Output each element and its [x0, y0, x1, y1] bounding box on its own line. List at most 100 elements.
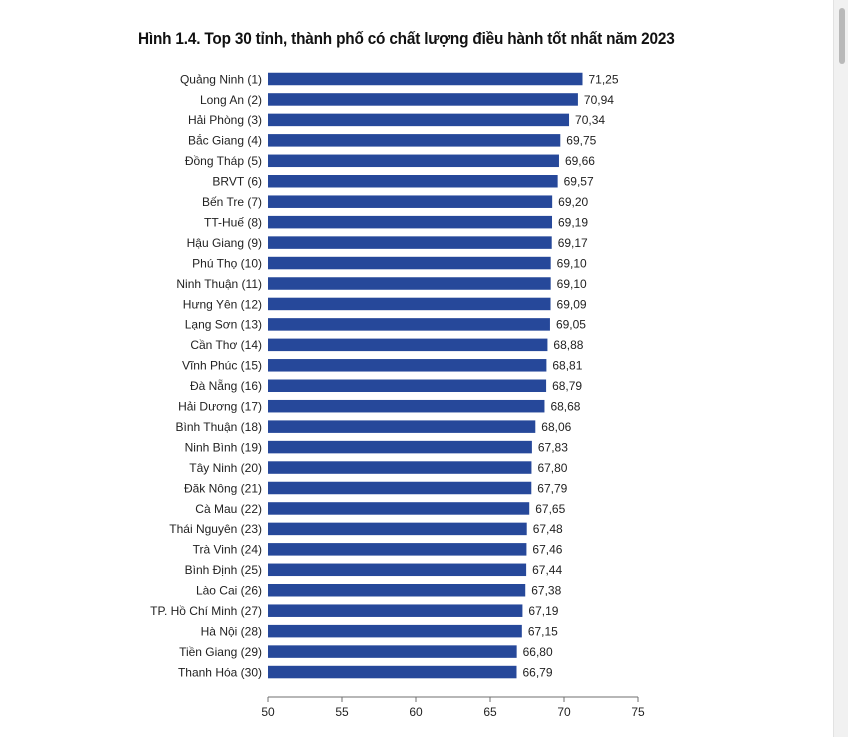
value-label: 70,34 [575, 113, 605, 127]
bar [268, 338, 548, 352]
category-label: Hải Phòng (3) [188, 113, 262, 127]
bar [268, 236, 552, 249]
category-label: Cần Thơ (14) [190, 338, 262, 352]
value-label: 67,79 [537, 481, 567, 495]
x-tick-label: 70 [557, 705, 571, 719]
category-label: Bắc Giang (4) [188, 133, 262, 148]
x-tick-label: 75 [631, 705, 645, 719]
value-label: 66,79 [522, 665, 552, 679]
category-label: Hà Nội (28) [201, 624, 262, 638]
category-label: Hưng Yên (12) [183, 297, 262, 311]
bar [268, 440, 532, 454]
bar [268, 481, 532, 495]
bar [268, 420, 536, 433]
category-label: Cà Mau (22) [195, 502, 262, 516]
category-label: TT-Huế (8) [204, 215, 262, 229]
bar [268, 297, 551, 311]
value-label: 69,10 [557, 277, 587, 291]
category-label: Long An (2) [200, 93, 262, 107]
category-label: Lào Cai (26) [196, 584, 262, 598]
bar [268, 175, 558, 188]
bar [268, 399, 545, 413]
value-label: 70,94 [584, 93, 614, 107]
value-label: 67,15 [528, 624, 558, 638]
category-label: Thanh Hóa (30) [178, 665, 262, 679]
value-label: 68,06 [541, 420, 571, 434]
category-label: Thái Nguyên (23) [169, 522, 262, 536]
category-label: Hậu Giang (9) [187, 236, 262, 250]
bar [268, 195, 553, 208]
bar [268, 72, 583, 86]
bar [268, 604, 523, 617]
bar [268, 645, 517, 658]
bar [268, 379, 547, 392]
category-label: Bến Tre (7) [202, 195, 262, 209]
bar [268, 154, 559, 168]
value-label: 69,66 [565, 154, 595, 168]
value-label: 69,17 [558, 236, 588, 250]
value-label: 69,09 [557, 297, 587, 311]
value-label: 68,88 [553, 338, 583, 352]
x-tick-label: 65 [483, 705, 497, 719]
value-label: 68,68 [550, 400, 580, 414]
category-label: Phú Thọ (10) [192, 256, 262, 270]
value-label: 69,57 [564, 175, 594, 189]
category-label: Đăk Nông (21) [184, 481, 262, 495]
value-label: 67,65 [535, 502, 565, 516]
vertical-scrollbar[interactable] [833, 0, 848, 737]
value-label: 67,80 [537, 461, 567, 475]
category-label: Vĩnh Phúc (15) [182, 359, 262, 373]
value-label: 68,81 [552, 359, 582, 373]
category-label: Bình Thuận (18) [175, 420, 262, 434]
value-label: 67,44 [532, 563, 562, 577]
bar [268, 318, 550, 331]
bar [268, 624, 522, 638]
category-label: Ninh Thuận (11) [176, 277, 262, 291]
category-label: Đà Nẵng (16) [190, 378, 262, 393]
bar [268, 665, 517, 679]
value-label: 67,19 [528, 604, 558, 618]
bar [268, 134, 561, 147]
x-tick-label: 55 [335, 705, 349, 719]
category-label: Bình Định (25) [185, 563, 262, 577]
value-label: 66,80 [523, 645, 553, 659]
category-label: Tiền Giang (29) [179, 645, 262, 659]
value-label: 67,83 [538, 440, 568, 454]
value-label: 67,38 [531, 584, 561, 598]
category-label: BRVT (6) [212, 175, 262, 189]
value-label: 68,79 [552, 379, 582, 393]
category-label: Quảng Ninh (1) [180, 72, 262, 86]
category-label: Đồng Tháp (5) [185, 154, 262, 168]
x-tick-label: 60 [409, 705, 423, 719]
bar [268, 113, 570, 127]
bar [268, 522, 527, 536]
bar [268, 502, 530, 515]
category-label: Ninh Bình (19) [185, 440, 262, 454]
bar [268, 215, 553, 229]
bar [268, 563, 527, 577]
value-label: 71,25 [589, 72, 619, 86]
value-label: 69,75 [566, 134, 596, 148]
x-tick-label: 50 [261, 705, 275, 719]
value-label: 67,48 [533, 522, 563, 536]
bar [268, 359, 547, 372]
bar [268, 93, 578, 106]
value-label: 69,05 [556, 318, 586, 332]
category-label: Lạng Sơn (13) [185, 318, 262, 332]
bar [268, 543, 527, 556]
chart-title: Hình 1.4. Top 30 tỉnh, thành phố có chất… [138, 30, 675, 48]
bar [268, 461, 532, 474]
value-label: 69,10 [557, 256, 587, 270]
bar [268, 277, 551, 290]
value-label: 69,19 [558, 215, 588, 229]
category-label: Trà Vinh (24) [193, 543, 262, 557]
category-label: Tây Ninh (20) [189, 461, 262, 475]
scrollbar-thumb[interactable] [839, 8, 845, 64]
value-label: 67,46 [532, 543, 562, 557]
bar [268, 256, 551, 270]
category-label: Hải Dương (17) [178, 400, 262, 414]
value-label: 69,20 [558, 195, 588, 209]
bar [268, 584, 526, 597]
